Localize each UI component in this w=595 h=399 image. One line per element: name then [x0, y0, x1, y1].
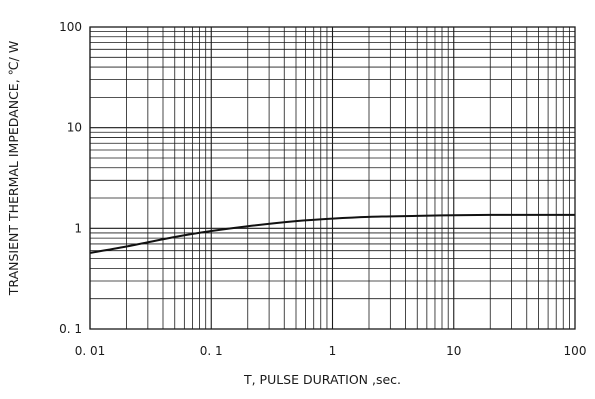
- plot-frame: [89, 26, 576, 330]
- y-tick-label: 1: [74, 221, 82, 235]
- grid: [89, 27, 575, 330]
- y-tick-label: 0. 1: [59, 322, 82, 336]
- x-tick-label: 0. 1: [200, 344, 223, 358]
- y-axis-label: TRANSIENT THERMAL IMPEDANCE, ℃/ W: [6, 41, 21, 296]
- series-line: [89, 213, 575, 254]
- y-tick-label: 10: [67, 121, 82, 135]
- y-tick-label: 100: [59, 20, 82, 34]
- x-tick-label: 0. 01: [75, 344, 106, 358]
- tick-labels: 0. 01 0. 1 1 10 100 0. 1 1 10 100: [59, 20, 586, 358]
- x-axis-label: T, PULSE DURATION ,sec.: [243, 372, 401, 387]
- x-tick-label: 1: [329, 344, 337, 358]
- x-tick-label: 100: [564, 344, 587, 358]
- x-tick-label: 10: [446, 344, 461, 358]
